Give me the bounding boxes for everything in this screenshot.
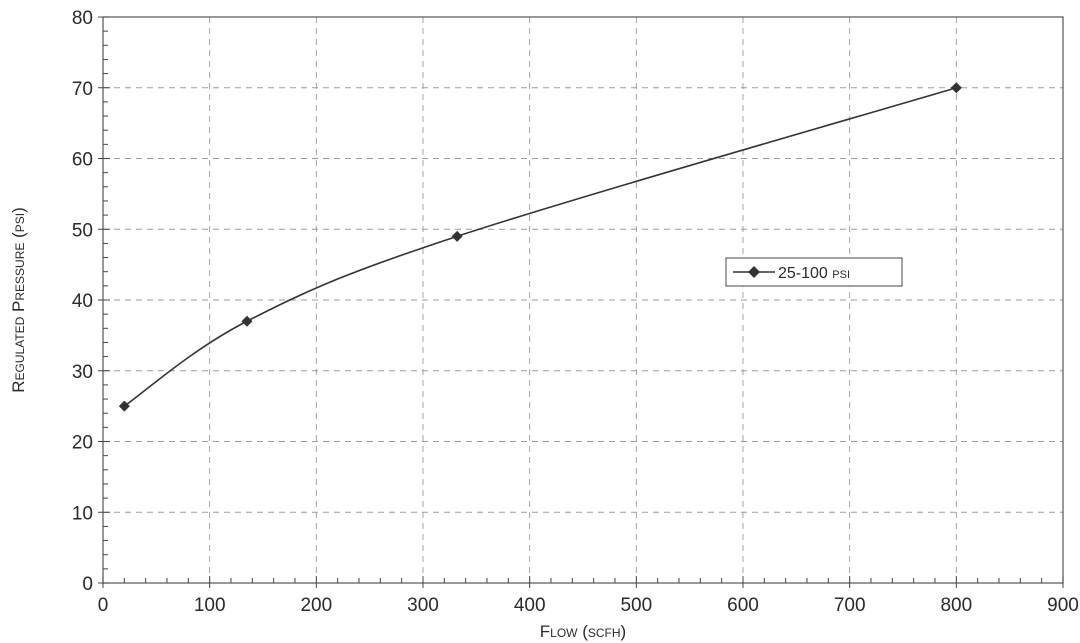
y-tick-label-0: 0 [82,574,93,595]
x-tick-label-8: 800 [940,595,972,616]
series-line-0 [123,86,957,407]
x-tick-label-3: 300 [407,595,439,616]
legend-diamond-marker [748,266,760,278]
minor-tick-marks [98,16,1064,588]
y-tick-label-8: 80 [72,8,93,29]
y-tick-label-5: 50 [72,220,93,241]
x-tick-label-0: 0 [98,595,109,616]
series-layer [118,82,962,412]
x-axis-tick-labels: 0 100 200 300 400 500 600 700 800 900 [98,595,1079,616]
legend-label-series-0: 25-100 psi [778,265,850,282]
x-tick-label-5: 500 [620,595,652,616]
x-axis-title: Flow (scfh) [540,622,626,641]
data-point-0-3 [950,82,962,94]
data-point-0-2 [451,230,463,242]
x-tick-label-6: 600 [727,595,759,616]
legend: 25-100 psi [725,257,903,287]
y-tick-label-7: 70 [72,79,93,100]
gridlines [103,17,1063,583]
x-tick-label-9: 900 [1047,595,1079,616]
y-tick-label-4: 40 [72,291,93,312]
x-tick-label-7: 700 [834,595,866,616]
data-point-0-0 [118,400,130,412]
y-tick-label-6: 60 [72,150,93,171]
y-tick-label-1: 10 [72,503,93,524]
x-tick-label-4: 400 [514,595,546,616]
y-axis-tick-labels: 0 10 20 30 40 50 60 70 80 [72,8,93,595]
data-point-0-1 [241,315,253,327]
x-tick-label-2: 200 [300,595,332,616]
y-axis-title: Regulated Pressure (psi) [9,207,28,393]
y-tick-label-3: 30 [72,362,93,383]
y-tick-label-2: 20 [72,433,93,454]
x-tick-label-1: 100 [194,595,226,616]
